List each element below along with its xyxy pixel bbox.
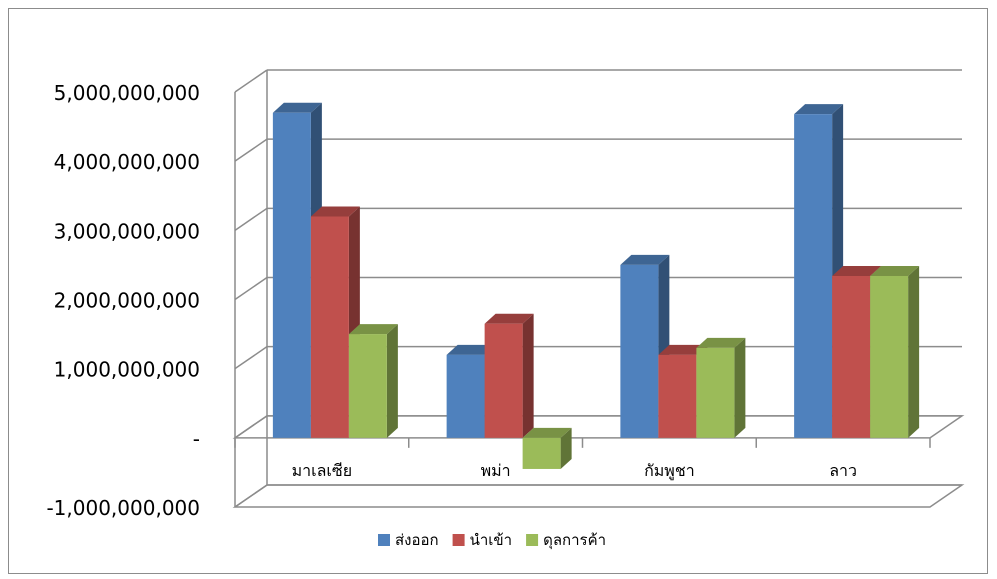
legend: ส่งออก นำเข้า ดุลการค้า — [378, 531, 606, 550]
bar-side — [908, 265, 920, 438]
y-tick-label: 4,000,000,000 — [54, 150, 200, 174]
bar — [348, 324, 398, 438]
y-tick-label: 1,000,000,000 — [54, 358, 200, 382]
bar-top — [870, 265, 920, 276]
bar — [870, 265, 920, 438]
legend-label: นำเข้า — [470, 531, 512, 549]
axis-layer — [232, 92, 965, 508]
bar — [620, 254, 670, 438]
legend-swatch — [378, 534, 390, 546]
bar-front — [522, 437, 561, 469]
bar — [794, 104, 844, 438]
x-tick-label: มาเลเซีย — [292, 461, 353, 480]
legend-swatch — [526, 534, 539, 546]
bar-top — [794, 104, 844, 115]
bar-top — [310, 206, 360, 217]
bar-front — [272, 112, 311, 438]
bar — [522, 427, 572, 469]
bar-top — [484, 313, 534, 324]
gridline-side — [234, 207, 268, 231]
legend-label: ส่งออก — [395, 531, 439, 549]
gridline-side — [234, 69, 268, 93]
x-tick-label: ลาว — [829, 461, 857, 480]
bar — [696, 337, 746, 438]
bar-top — [272, 102, 322, 113]
bar-top — [658, 344, 708, 355]
bar-side — [734, 337, 746, 438]
y-tick-label: 5,000,000,000 — [54, 81, 200, 105]
bar-side — [522, 313, 534, 438]
bar-front — [658, 354, 697, 438]
legend-swatch — [452, 534, 465, 546]
bar-top — [446, 344, 496, 355]
y-tick-label: 3,000,000,000 — [54, 219, 200, 243]
bar-top — [522, 427, 572, 438]
bar-side — [560, 427, 572, 469]
bar-front — [794, 114, 833, 438]
label-layer: -1,000,000,000-1,000,000,0002,000,000,00… — [46, 81, 857, 520]
bar-front — [484, 323, 523, 438]
bar-front — [832, 275, 871, 438]
bar-front — [348, 334, 387, 438]
legend-label: ดุลการค้า — [543, 531, 606, 550]
bar-front — [696, 347, 735, 438]
y-tick-label: - — [193, 427, 200, 451]
floor-zero — [232, 415, 965, 439]
bar-top — [832, 265, 882, 276]
bar-top — [348, 324, 398, 335]
bar — [484, 313, 534, 438]
bar-side — [386, 324, 398, 438]
gridline-side — [234, 346, 268, 370]
gridline-side — [234, 138, 268, 162]
bar-front — [446, 354, 485, 438]
gridline-side — [234, 276, 268, 301]
bar-front — [620, 264, 659, 438]
bar-layer — [272, 102, 920, 469]
floor-bottom — [232, 484, 965, 508]
y-tick-label: 2,000,000,000 — [54, 289, 200, 313]
x-tick-label: พม่า — [481, 461, 511, 480]
bar-top — [696, 337, 746, 348]
bar-front — [310, 216, 349, 438]
y-tick-label: -1,000,000,000 — [46, 496, 200, 520]
bar-front — [870, 275, 909, 438]
bar-top — [620, 254, 670, 265]
x-tick-label: กัมพูชา — [644, 461, 695, 481]
